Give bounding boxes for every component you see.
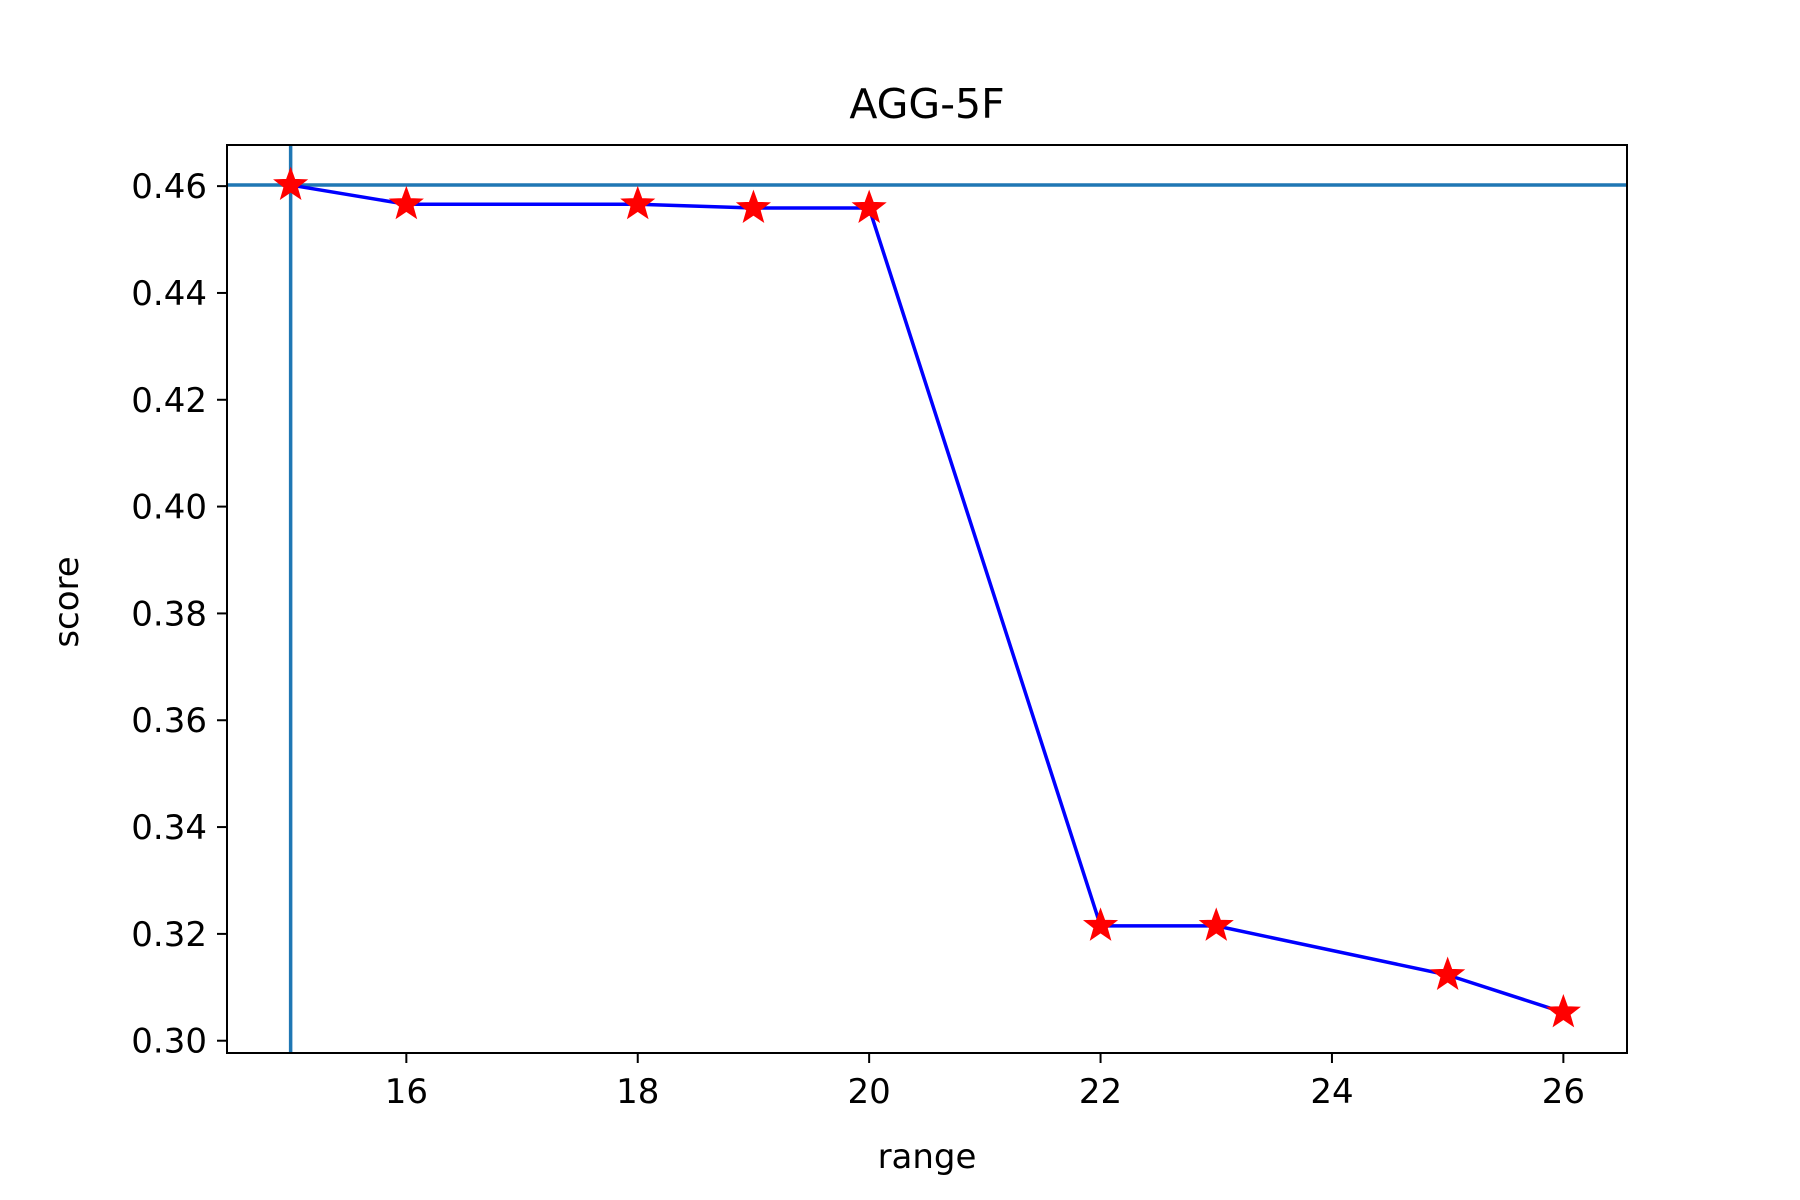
axis-ticks: 16 18 20 22 24 26 0.30 0.32 0.34 0.36 0.38 0.40 0.42…: [131, 167, 1585, 1112]
chart-title: AGG-5F: [849, 80, 1004, 128]
data-point-star: [1545, 993, 1581, 1028]
x-tick-label: 18: [616, 1072, 659, 1112]
y-tick-label: 0.42: [131, 381, 207, 421]
x-tick-label: 24: [1310, 1072, 1353, 1112]
y-tick-label: 0.36: [131, 701, 207, 741]
data-point-star: [620, 185, 656, 220]
axes-frame: [226, 144, 1628, 1054]
data-point-star: [851, 189, 887, 223]
data-point-star: [1430, 956, 1466, 990]
x-axis-label: range: [878, 1137, 977, 1177]
y-tick-label: 0.34: [131, 808, 207, 848]
y-tick-label: 0.38: [131, 594, 207, 634]
y-tick-label: 0.44: [131, 274, 207, 314]
data-point-star: [1198, 907, 1234, 941]
y-tick-label: 0.30: [131, 1022, 207, 1062]
data-point-star: [1082, 907, 1119, 941]
plot-area: [226, 144, 1628, 1054]
x-tick-label: 16: [385, 1072, 428, 1112]
y-tick-label: 0.40: [131, 488, 207, 528]
x-tick-label: 22: [1079, 1072, 1122, 1112]
data-point-star: [388, 185, 424, 220]
x-tick-label: 20: [848, 1072, 891, 1112]
data-point-star: [735, 189, 772, 223]
y-axis-label: score: [47, 556, 87, 647]
y-tick-label: 0.46: [131, 167, 207, 207]
data-point-star: [273, 166, 309, 200]
y-tick-label: 0.32: [131, 915, 207, 955]
x-tick-label: 26: [1542, 1072, 1585, 1112]
